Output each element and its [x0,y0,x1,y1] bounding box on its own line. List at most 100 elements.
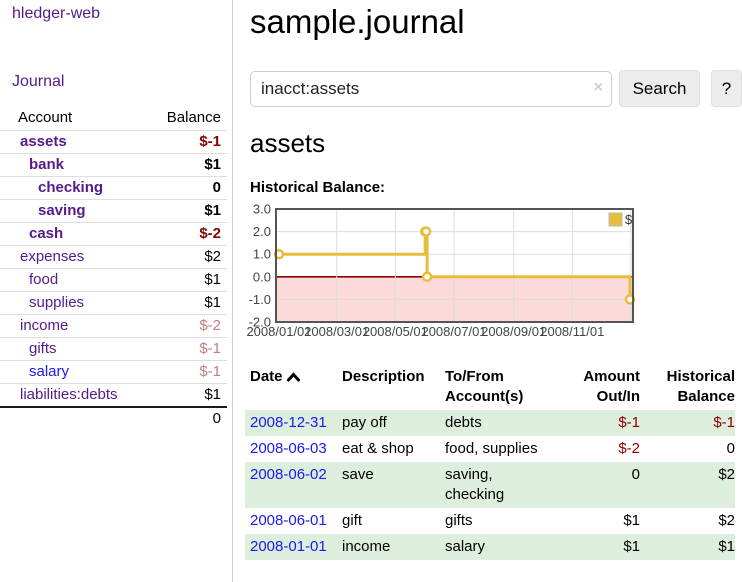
account-row: expenses $2 [0,245,227,269]
svg-text:2008/07/01: 2008/07/01 [421,324,486,339]
account-row: checking 0 [0,176,227,200]
register-header-description: Description [342,368,425,385]
transaction-accounts-text: gifts [445,512,473,529]
account-link[interactable]: gifts [29,340,57,357]
accounts-header-balance: Balance [166,109,221,126]
svg-text:2008/03/01: 2008/03/01 [304,324,369,339]
account-link[interactable]: checking [38,179,104,196]
search-button[interactable]: Search [619,70,700,107]
account-balance: 0 [212,179,221,196]
transaction-amount: 0 [631,466,640,483]
account-balance: $-2 [199,317,221,334]
transaction-accounts: gifts [445,508,582,534]
account-link[interactable]: income [20,317,69,334]
account-row: liabilities:debts $1 [0,383,227,408]
svg-text:3.0: 3.0 [253,202,271,217]
account-balance: $-1 [199,363,221,380]
page-title: sample.journal [250,3,465,40]
transaction-accounts: debts [445,410,582,436]
svg-text:2008/11/01: 2008/11/01 [540,324,604,339]
account-balance: $1 [204,271,221,288]
search-input-wrap: × [250,70,612,107]
transaction-row: 2008-06-01 gift gifts $1 $2 [245,508,735,534]
account-link[interactable]: supplies [29,294,85,311]
transaction-date-cell: 2008-06-03 [245,436,342,462]
main-content: sample.journal × Search ? assets Histori… [245,0,742,560]
account-row: gifts $-1 [0,337,227,361]
accounts-total-spacer [0,407,150,430]
search-bar: × Search ? [250,70,742,107]
search-input[interactable] [250,70,612,107]
svg-text:0.0: 0.0 [253,269,271,284]
account-balance: $1 [204,386,221,403]
account-link[interactable]: expenses [20,248,85,265]
account-link[interactable]: liabilities:debts [20,386,118,403]
account-row: income $-2 [0,314,227,338]
account-row: assets $-1 [0,130,227,154]
transaction-row: 2008-06-03 eat & shop food, supplies $-2 0 [245,436,735,462]
transaction-row: 2008-06-02 save saving, checking 0 $2 [245,462,735,508]
account-row: supplies $1 [0,291,227,315]
account-link[interactable]: saving [38,202,86,219]
transaction-date-cell: 2008-06-02 [245,462,342,508]
transaction-amount: $-1 [618,414,640,431]
transaction-date-link[interactable]: 2008-06-01 [250,512,327,529]
transaction-accounts-text: debts [445,414,482,431]
account-heading: assets [250,128,326,158]
historical-balance-chart: 3.0 2.0 1.0 0.0 -1.0 -2.02008/01/012008/03/01… [246,202,636,339]
transaction-date-link[interactable]: 2008-06-02 [250,466,327,483]
transaction-date-cell: 2008-12-31 [245,410,342,436]
register-header-balance: Historical Balance [666,368,735,405]
account-row: bank $1 [0,153,227,177]
account-balance: $1 [204,202,221,219]
account-link[interactable]: salary [29,363,70,380]
svg-text:-1.0: -1.0 [249,292,271,307]
transaction-amount: $-2 [618,440,640,457]
transaction-date-cell: 2008-01-01 [245,534,342,560]
account-link[interactable]: assets [20,133,67,150]
transaction-accounts: saving, checking [445,462,582,508]
transaction-balance: $2 [718,466,735,483]
transaction-amount: $1 [623,512,640,529]
chart-title: Historical Balance: [250,179,386,196]
account-balance: $-2 [199,225,221,242]
clear-search-icon[interactable]: × [593,78,603,96]
register-header-accounts: To/From Account(s) [445,368,524,405]
sidebar: hledger-web Journal Account Balance asse… [0,0,233,582]
app-title-link[interactable]: hledger-web [12,5,101,22]
account-balance: $-1 [199,133,221,150]
account-link[interactable]: bank [29,156,65,173]
account-row: saving $1 [0,199,227,223]
date-header-label: Date [250,368,283,385]
account-row: cash $-2 [0,222,227,246]
help-button[interactable]: ? [711,70,742,107]
transaction-description: eat & shop [342,440,414,457]
transaction-description: pay off [342,414,387,431]
transaction-balance: 0 [726,440,735,457]
svg-text:2008/05/01: 2008/05/01 [363,324,428,339]
transaction-date-link[interactable]: 2008-01-01 [250,538,327,555]
account-link[interactable]: cash [29,225,64,242]
transaction-date-link[interactable]: 2008-06-03 [250,440,327,457]
register-header-date[interactable]: Date [245,364,342,410]
nav-journal-link[interactable]: Journal [12,73,65,90]
account-link[interactable]: food [29,271,59,288]
transaction-description: income [342,538,391,555]
transaction-accounts-text: food, supplies [445,440,538,457]
account-balance: $2 [204,248,221,265]
accounts-table: Account Balance assets $-1 bank $1 checking 0… [0,106,227,430]
svg-text:2008/01/01: 2008/01/01 [246,324,311,339]
transaction-balance: $2 [718,512,735,529]
account-balance: $-1 [199,340,221,357]
transaction-date-link[interactable]: 2008-12-31 [250,414,327,431]
accounts-header-account: Account [18,109,73,126]
transaction-balance: $-1 [713,414,735,431]
svg-text:2008/09/01: 2008/09/01 [481,324,546,339]
register-header-row: Date Description To/From Account(s) Amou… [245,364,735,410]
svg-text:1.0: 1.0 [253,247,271,262]
sort-asc-icon [286,372,300,382]
register-header-amount: Amount Out/In [583,368,640,405]
transaction-description: save [342,466,374,483]
accounts-header-row: Account Balance [0,106,227,131]
transaction-row: 2008-12-31 pay off debts $-1 $-1 [245,410,735,436]
